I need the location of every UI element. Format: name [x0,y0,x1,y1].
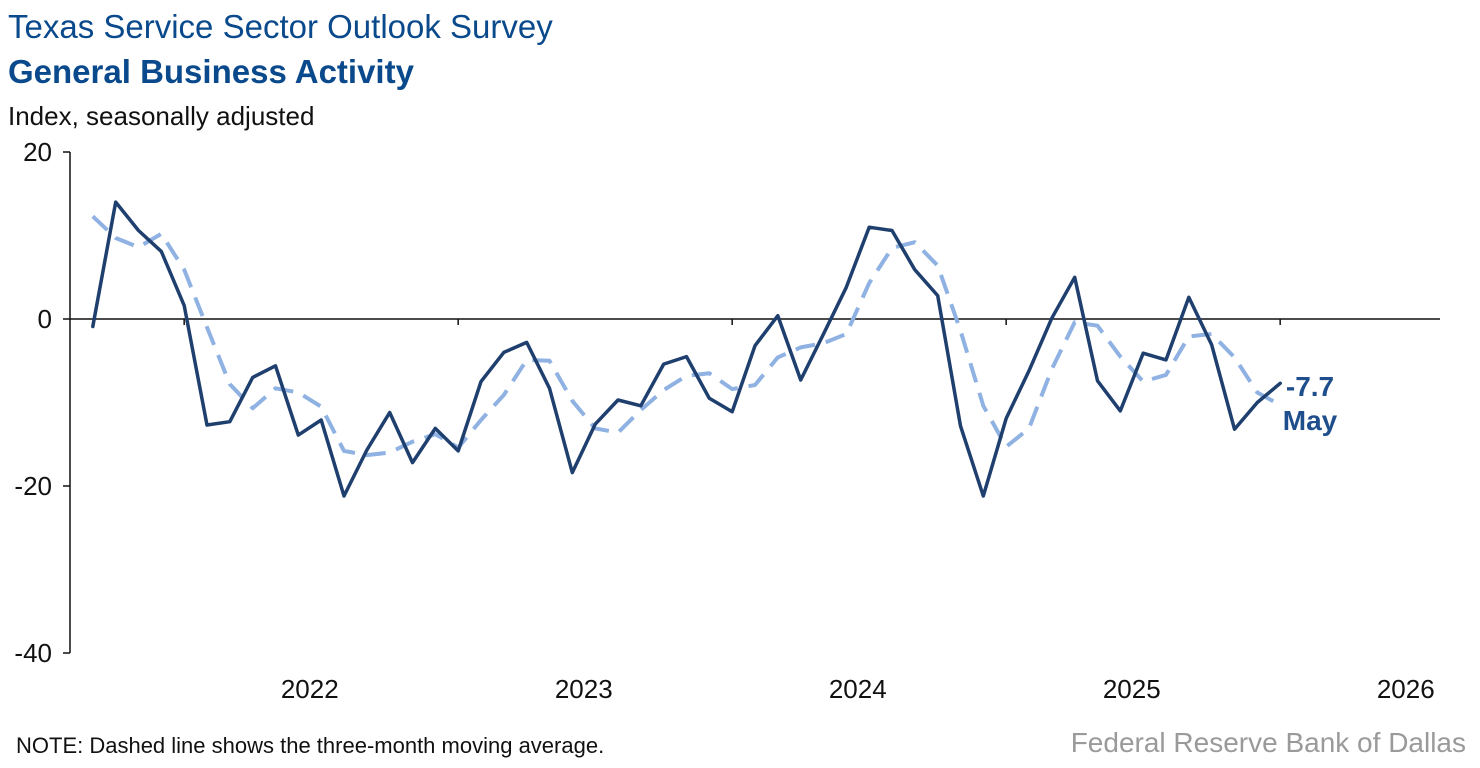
y-tick-label: -40 [14,638,52,668]
chart-axes [63,151,1440,654]
y-tick-label: -20 [14,471,52,501]
x-tick-label: 2022 [281,674,339,704]
y-tick-label: 0 [38,304,52,334]
chart-title: Texas Service Sector Outlook Survey [8,8,553,45]
x-tick-label: 2025 [1103,674,1161,704]
x-tick-label: 2024 [829,674,887,704]
x-tick-label: 2023 [555,674,613,704]
y-axis-unit-label: Index, seasonally adjusted [8,101,315,131]
x-tick-labels: 2022 2023 2024 2025 2026 [281,674,1435,704]
chart-note: NOTE: Dashed line shows the three-month … [16,733,605,758]
x-tick-label: 2026 [1377,674,1435,704]
last-month-label: May [1283,405,1338,436]
moving-average-line [91,214,1282,458]
chart-series [91,200,1282,498]
y-tick-labels: 20 0 -20 -40 [14,137,52,668]
last-value-label: -7.7 [1286,371,1334,402]
source-credit: Federal Reserve Bank of Dallas [1070,727,1466,758]
chart-subtitle: General Business Activity [8,53,414,90]
y-tick-label: 20 [23,137,52,167]
index-line [91,200,1282,498]
